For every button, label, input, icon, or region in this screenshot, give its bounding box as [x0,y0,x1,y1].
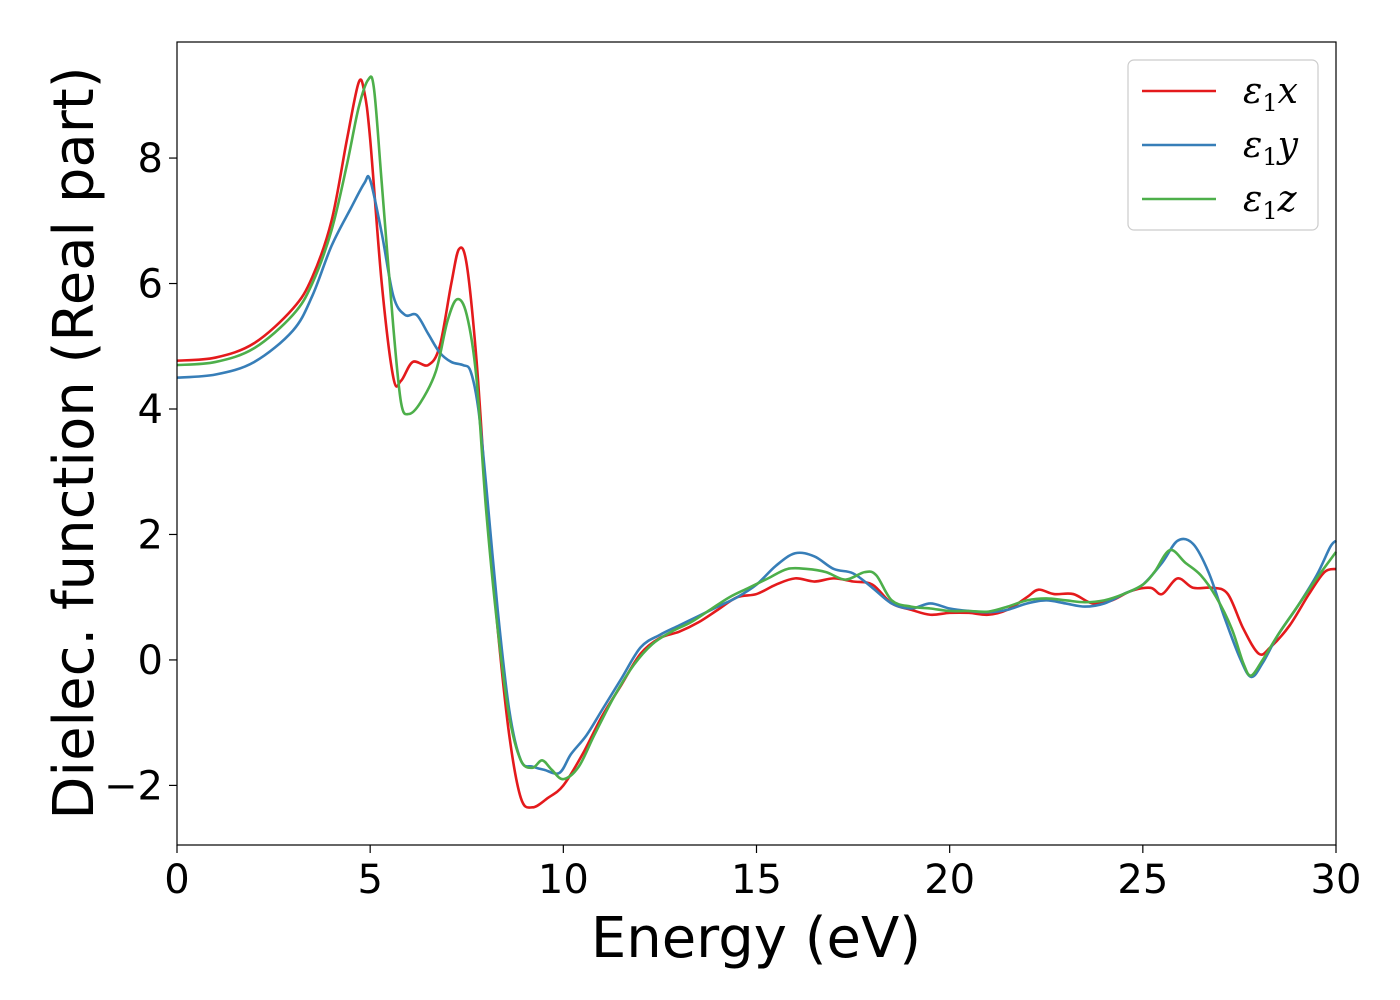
y-tick-label: 4 [138,387,163,433]
legend-label-3: ε1z [1243,179,1298,225]
y-tick-label: 8 [138,136,163,182]
legend-box [1127,59,1319,231]
x-tick-label: 0 [164,857,189,903]
y-tick-label: 6 [138,262,163,308]
y-tick-label: 2 [138,512,163,558]
legend-label-1: ε1x [1243,71,1298,117]
y-tick-label: −2 [104,763,163,809]
x-tick-label: 5 [357,857,382,903]
y-axis-ticks: −2 0 2 4 6 8 [104,136,177,809]
x-tick-label: 10 [538,857,589,903]
x-axis-ticks: 0 5 10 15 20 25 30 [164,845,1361,903]
series-line-1 [176,78,1337,809]
x-tick-label: 15 [731,857,782,903]
legend: ε1x ε1y ε1z [1127,59,1319,231]
legend-label-2: ε1y [1243,125,1299,171]
y-axis-title: Dielec. function (Real part) [42,66,107,819]
x-axis-title: Energy (eV) [591,906,921,971]
x-tick-label: 25 [1117,857,1168,903]
series-layer [176,75,1338,809]
y-tick-label: 0 [138,638,163,684]
series-line-2 [176,174,1337,775]
x-tick-label: 30 [1311,857,1362,903]
series-line-3 [176,75,1338,781]
x-tick-label: 20 [924,857,975,903]
